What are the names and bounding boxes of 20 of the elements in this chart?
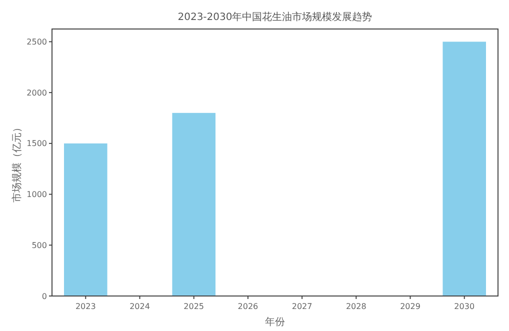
y-tick-label: 2000 xyxy=(26,88,47,98)
x-tick-label: 2029 xyxy=(400,302,420,311)
y-axis-title: 市场规模（亿元） xyxy=(11,122,23,202)
y-tick-label: 1500 xyxy=(26,139,47,148)
bar xyxy=(442,42,486,296)
y-tick-label: 500 xyxy=(32,240,47,250)
x-tick-label: 2027 xyxy=(292,302,312,311)
bar xyxy=(172,112,216,296)
y-tick-label: 1000 xyxy=(26,190,47,200)
y-tick-label: 2500 xyxy=(26,38,47,47)
x-tick-label: 2024 xyxy=(130,302,150,311)
x-axis-title: 年份 xyxy=(265,316,285,328)
bar xyxy=(64,143,108,296)
x-tick-label: 2025 xyxy=(184,302,204,311)
x-tick-label: 2030 xyxy=(454,302,475,311)
y-tick-label: 0 xyxy=(42,292,47,301)
chart-title: 2023-2030年中国花生油市场规模发展趋势 xyxy=(178,11,372,23)
x-tick-label: 2026 xyxy=(238,302,258,311)
x-tick-label: 2023 xyxy=(75,302,96,311)
x-tick-label: 2028 xyxy=(346,302,366,311)
